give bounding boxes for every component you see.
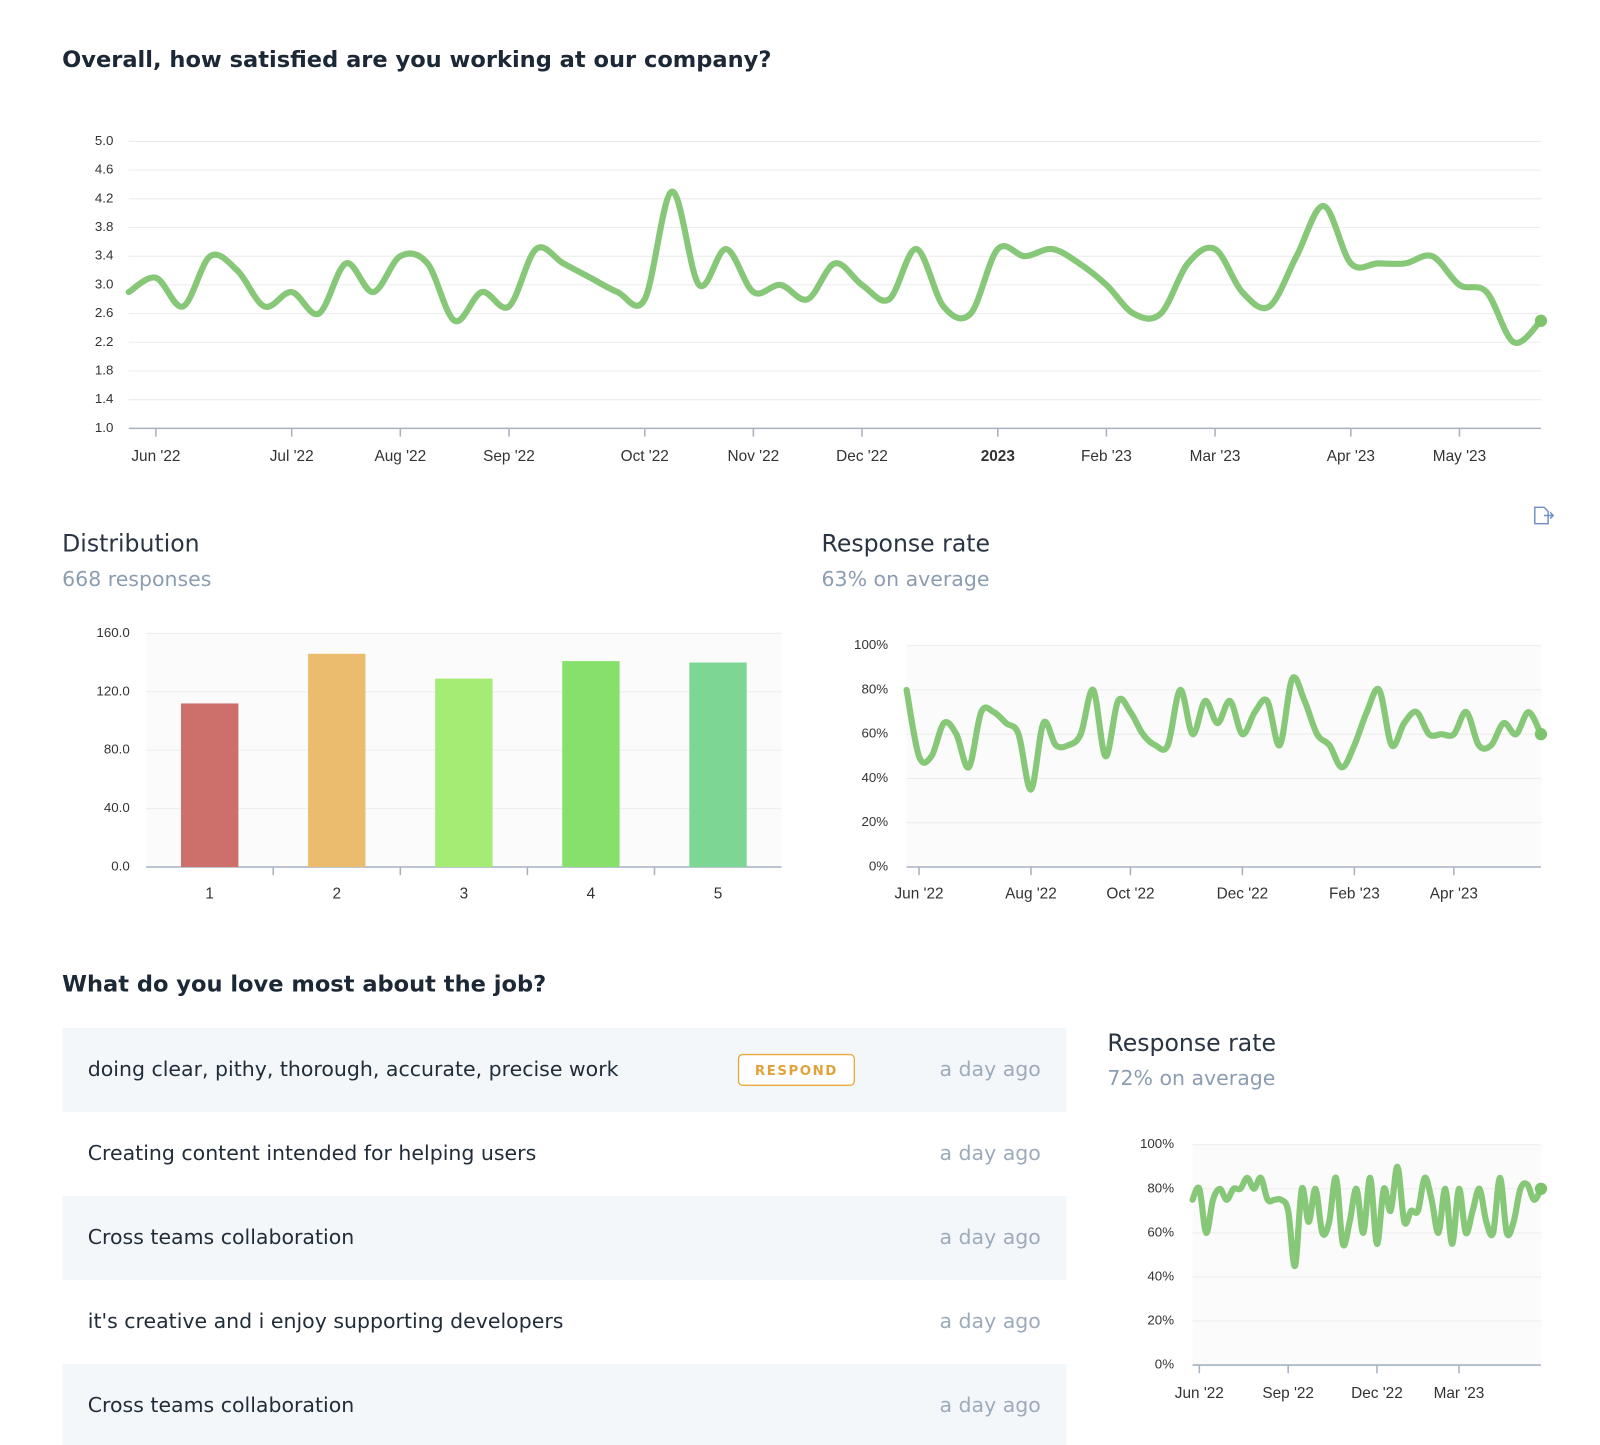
y-tick-label: 20% <box>861 814 888 829</box>
y-tick-label: 1.0 <box>95 420 114 435</box>
chart-subtitle: 63% on average <box>822 567 990 591</box>
response-text: Cross teams collaboration <box>88 1393 354 1417</box>
response-row <box>62 1027 1067 1112</box>
response-time: a day ago <box>939 1309 1040 1333</box>
x-tick-label: Nov '22 <box>728 448 780 465</box>
response-row <box>62 1280 1067 1365</box>
y-tick-label: 2.2 <box>95 334 114 349</box>
y-tick-label: 80% <box>861 681 888 696</box>
x-tick-label: Feb '23 <box>1081 448 1132 465</box>
y-tick-label: 3.0 <box>95 276 114 291</box>
x-tick-label: Jun '22 <box>1175 1385 1224 1402</box>
response-row <box>62 1195 1067 1281</box>
x-tick-label: Sep '22 <box>1262 1385 1314 1402</box>
y-tick-label: 100% <box>854 637 888 652</box>
y-tick-label: 5.0 <box>95 133 114 148</box>
end-point <box>1534 314 1548 327</box>
y-tick-label: 160.0 <box>96 625 129 640</box>
bar <box>435 678 493 867</box>
x-tick-label: Aug '22 <box>375 448 427 465</box>
response-time: a day ago <box>939 1141 1040 1165</box>
line-series <box>1189 1163 1545 1269</box>
chart-title: Response rate <box>822 530 991 558</box>
y-tick-label: 0.0 <box>111 859 130 874</box>
section-title: What do you love most about the job? <box>62 971 546 997</box>
x-tick-label: 3 <box>460 886 469 903</box>
y-tick-label: 1.8 <box>95 363 114 378</box>
x-tick-label: Dec '22 <box>1351 1385 1403 1402</box>
chart-subtitle: 668 responses <box>62 567 211 591</box>
response-row <box>62 1364 1067 1445</box>
bar <box>181 703 239 867</box>
y-tick-label: 0% <box>1155 1357 1174 1372</box>
x-tick-label: Aug '22 <box>1005 886 1057 903</box>
y-tick-label: 3.8 <box>95 219 114 234</box>
line-series <box>125 188 1545 346</box>
y-tick-label: 120.0 <box>96 683 129 698</box>
response-time: a day ago <box>939 1393 1040 1417</box>
line-series <box>903 674 1545 793</box>
chart-title: Distribution <box>62 530 199 558</box>
x-tick-label: 2 <box>333 886 342 903</box>
x-tick-label: 2023 <box>981 448 1015 465</box>
x-tick-label: 1 <box>205 886 214 903</box>
chart-subtitle: 72% on average <box>1107 1066 1275 1090</box>
x-tick-label: Jul '22 <box>270 448 314 465</box>
x-tick-label: Dec '22 <box>1217 886 1269 903</box>
x-tick-label: 5 <box>714 886 723 903</box>
y-tick-label: 1.4 <box>95 391 114 406</box>
respond-label: RESPOND <box>755 1064 838 1079</box>
x-tick-label: 4 <box>587 886 596 903</box>
response-row <box>62 1111 1067 1196</box>
x-tick-label: Dec '22 <box>836 448 888 465</box>
bar <box>308 653 366 867</box>
y-tick-label: 4.2 <box>95 190 114 205</box>
respond-button[interactable] <box>737 1053 855 1086</box>
y-tick-label: 2.6 <box>95 305 114 320</box>
y-tick-label: 3.4 <box>95 248 114 263</box>
chart: Response rate 63% on average 0% 20% 40% 60% 80… <box>822 530 1548 903</box>
x-tick-label: Mar '23 <box>1434 1385 1485 1402</box>
chart: Distribution 668 responses 0.0 40.0 80.0 120.… <box>62 530 782 903</box>
end-point <box>1534 1182 1548 1195</box>
x-tick-label: Oct '22 <box>1106 886 1154 903</box>
plot-area <box>906 645 1541 867</box>
y-tick-label: 80.0 <box>104 742 130 757</box>
bar <box>562 661 620 867</box>
y-tick-label: 40.0 <box>104 800 130 815</box>
x-tick-label: Jun '22 <box>894 886 943 903</box>
x-tick-label: Apr '23 <box>1430 886 1478 903</box>
y-tick-label: 0% <box>869 859 888 874</box>
y-tick-label: 40% <box>1147 1268 1174 1283</box>
response-time: a day ago <box>939 1057 1040 1081</box>
chart: 1.0 1.4 1.8 2.2 2.6 3.0 3.4 3.8 4.2 4.6 5.0 Jun '22… <box>95 133 1548 465</box>
y-tick-label: 100% <box>1140 1136 1174 1151</box>
x-tick-label: Oct '22 <box>621 448 669 465</box>
response-text: doing clear, pithy, thorough, accurate, … <box>88 1057 619 1081</box>
x-tick-label: Apr '23 <box>1327 448 1375 465</box>
y-tick-label: 80% <box>1147 1180 1174 1195</box>
response-time: a day ago <box>939 1225 1040 1249</box>
export-icon[interactable] <box>1534 506 1555 525</box>
end-point <box>1534 728 1548 741</box>
bar <box>689 662 747 867</box>
chart: Response rate 72% on average 0% 20% 40% 60% 80… <box>1107 1029 1548 1402</box>
response-text: Cross teams collaboration <box>88 1225 354 1249</box>
y-tick-label: 20% <box>1147 1313 1174 1328</box>
question-title: Overall, how satisfied are you working a… <box>62 47 771 73</box>
x-tick-label: Sep '22 <box>483 448 535 465</box>
y-tick-label: 60% <box>1147 1224 1174 1239</box>
response-text: it's creative and i enjoy supporting dev… <box>88 1309 564 1333</box>
y-tick-label: 4.6 <box>95 162 114 177</box>
response-text: Creating content intended for helping us… <box>88 1141 537 1165</box>
y-tick-label: 40% <box>861 770 888 785</box>
y-tick-label: 60% <box>861 726 888 741</box>
x-tick-label: Mar '23 <box>1190 448 1241 465</box>
x-tick-label: May '23 <box>1433 448 1486 465</box>
chart-title: Response rate <box>1107 1029 1276 1057</box>
x-tick-label: Feb '23 <box>1329 886 1380 903</box>
x-tick-label: Jun '22 <box>131 448 180 465</box>
